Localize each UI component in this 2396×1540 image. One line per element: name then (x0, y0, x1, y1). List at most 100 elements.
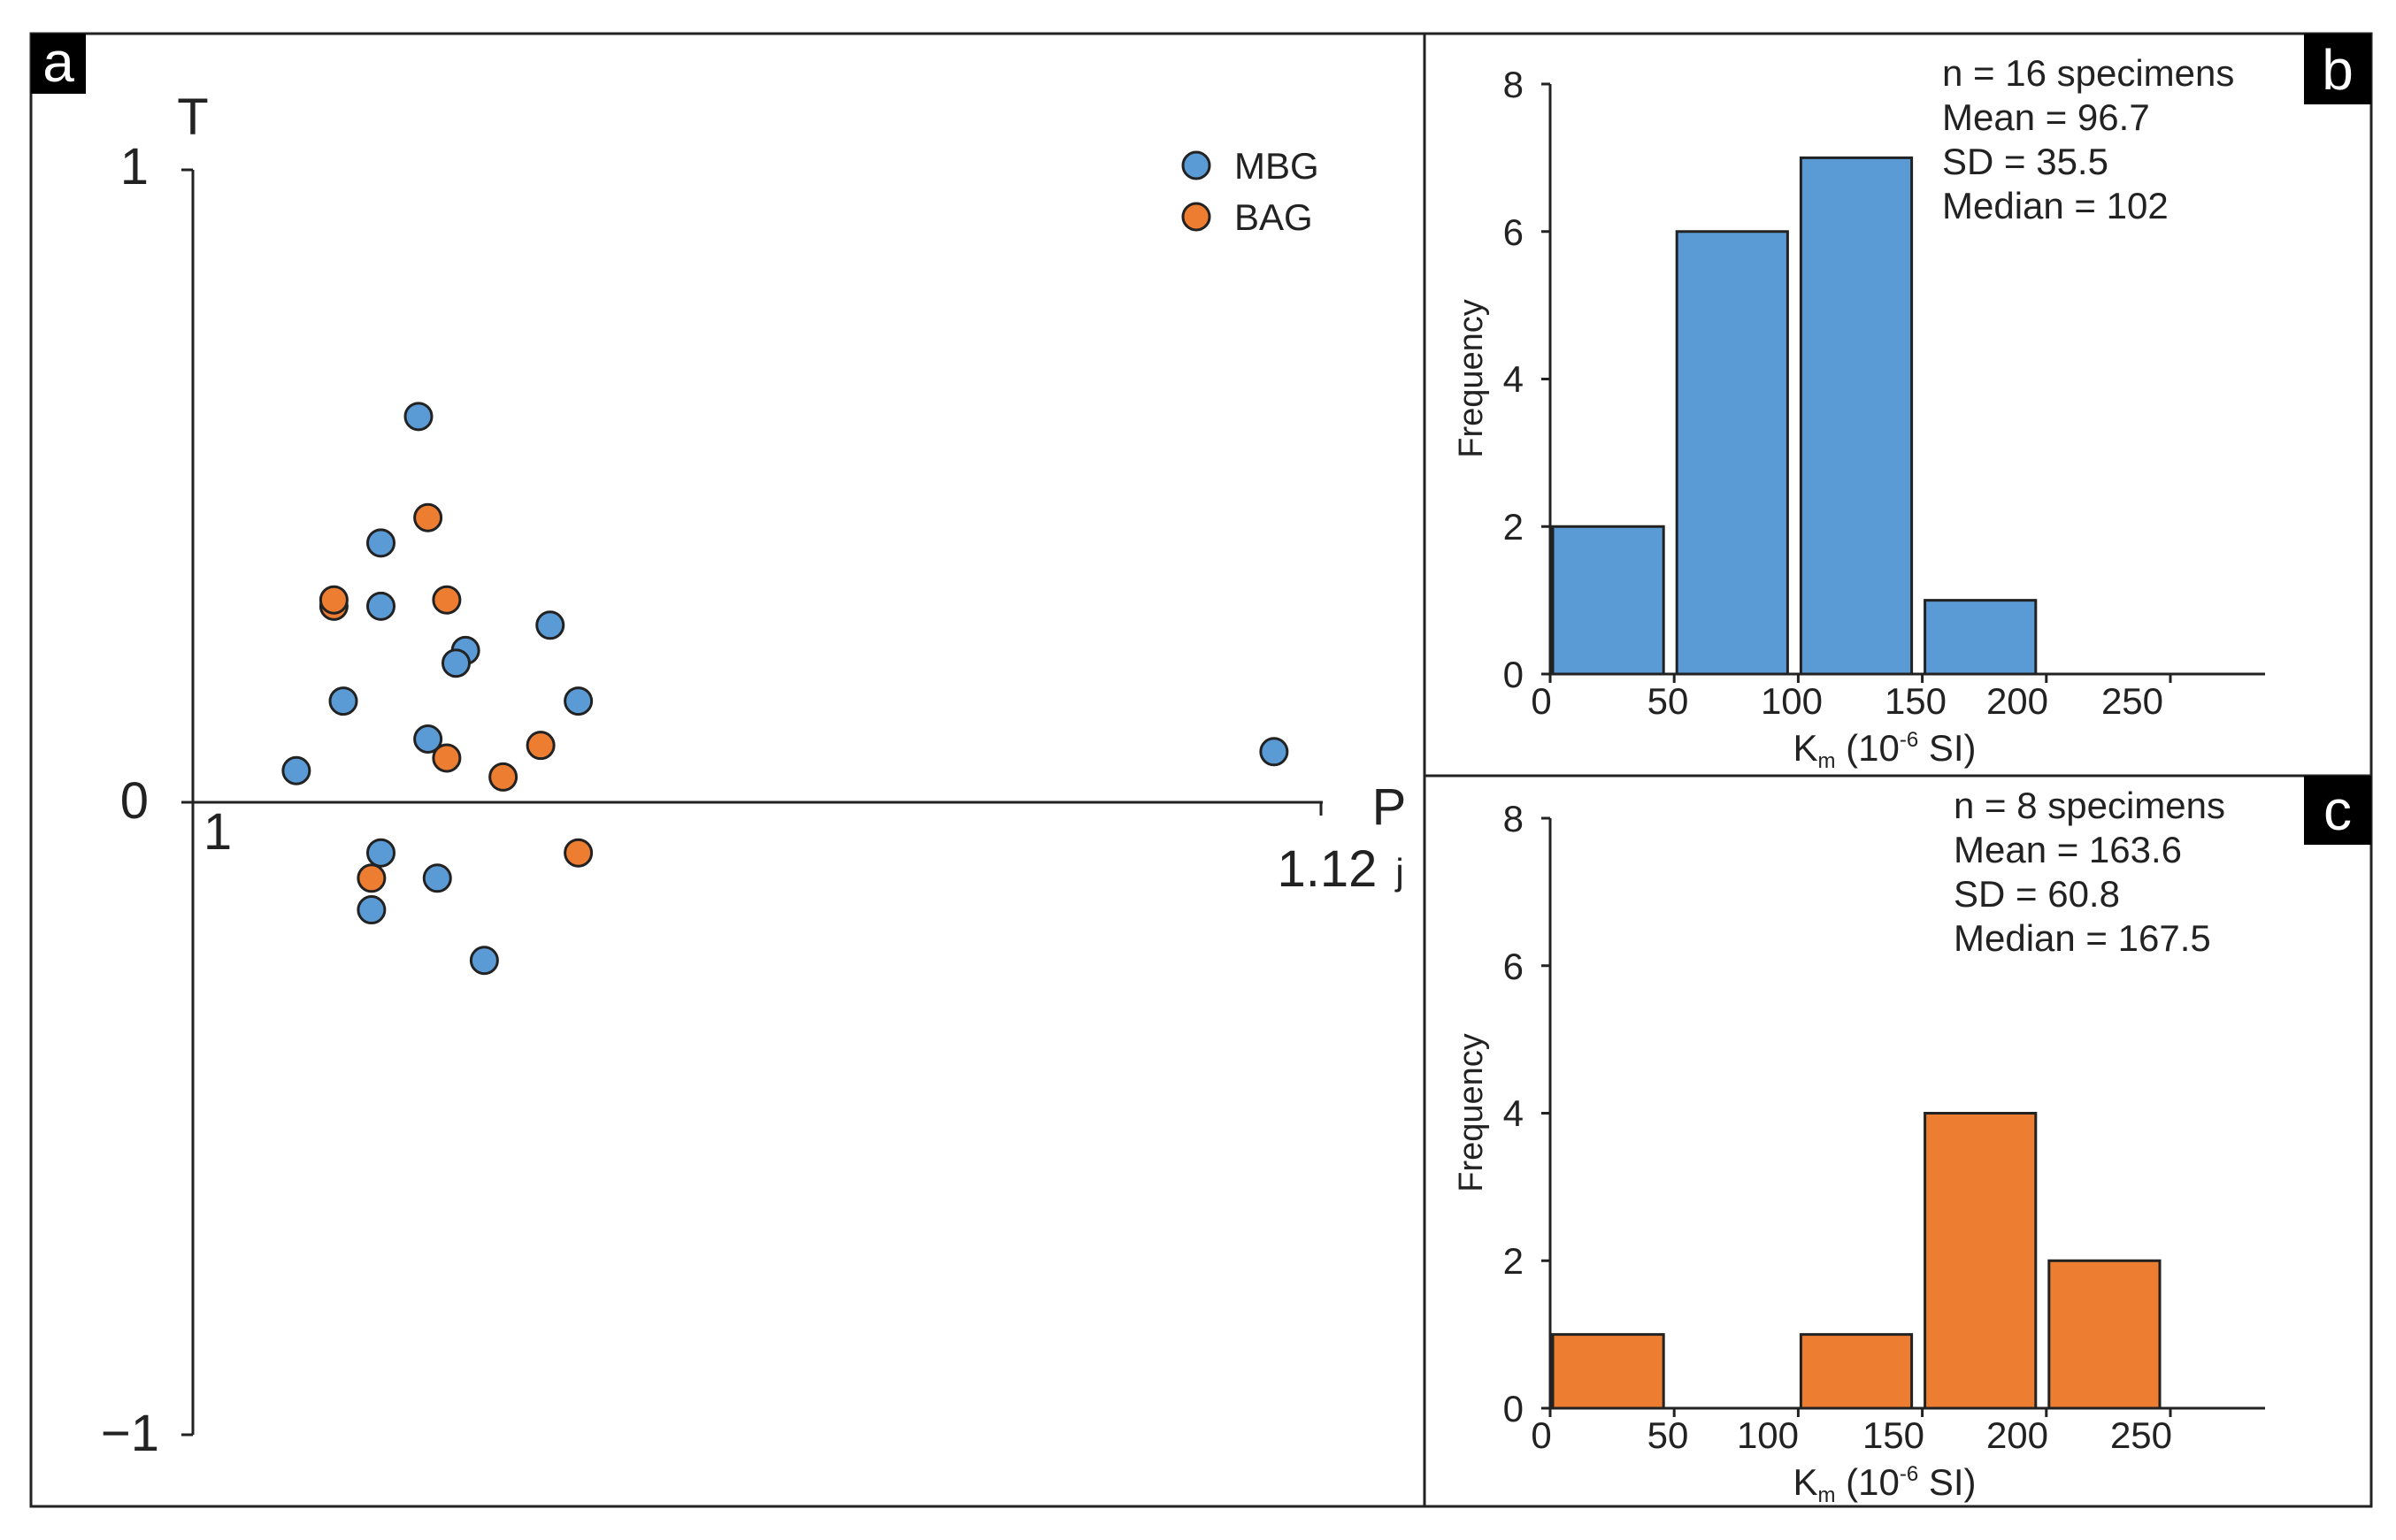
panel-b-stat-median: Median = 102 (1942, 185, 2169, 226)
point-bag-6 (488, 762, 518, 792)
panel-b-xtick-150: 150 (1885, 680, 1947, 722)
point-mbg-7 (357, 895, 387, 925)
panel-c-xtick-100: 100 (1737, 1414, 1799, 1456)
point-mbg-3 (366, 591, 395, 621)
panel-b-bar-100-150 (1799, 156, 1914, 676)
panel-c-stat-n: n = 8 specimens (1954, 785, 2225, 826)
t-tick-label-zero: 0 (120, 772, 149, 830)
panel-b-stat-n: n = 16 specimens (1942, 52, 2234, 94)
panel-c-bar-0-50 (1551, 1333, 1665, 1410)
legend-marker-mbg (1181, 150, 1211, 180)
panel-b-label: b (2322, 38, 2354, 102)
panel-b-x-label-sup: -6 (1900, 728, 1918, 752)
t-tick-label-bottom: −1 (101, 1405, 159, 1462)
panel-c-stat-mean: Mean = 163.6 (1954, 829, 2182, 870)
panel-b-xtick-0: 0 (1531, 680, 1551, 722)
panel-b-label-bg (2304, 34, 2371, 104)
panel-c-ytick-6: 6 (1503, 946, 1524, 987)
pj-tick-label-right: 1.12 (1278, 840, 1378, 898)
pj-axis-label-subscript: j (1394, 851, 1403, 893)
panel-c-ytick-8: 8 (1503, 798, 1524, 839)
legend-label-bag: BAG (1234, 196, 1313, 238)
panel-c-bar-100-150 (1799, 1333, 1914, 1410)
point-mbg-10 (442, 648, 471, 678)
panel-c-xtick-200: 200 (1986, 1414, 2048, 1456)
panel-b-x-label-main: K (1793, 727, 1817, 769)
panel-a: a T 1 0 −1 1 1.12 P j MBG BAG (31, 30, 1406, 1462)
figure-frame (29, 32, 2373, 1508)
panel-a-label: a (42, 30, 74, 94)
point-bag-3 (432, 585, 462, 615)
panel-c-x-label-pre: (10 (1835, 1461, 1899, 1503)
panel-c-stat-median: Median = 167.5 (1954, 917, 2211, 959)
panel-b-xtick-200: 200 (1986, 680, 2048, 722)
panel-c-label-bg (2304, 776, 2371, 845)
panel-b-ytick-8: 8 (1503, 64, 1524, 105)
panel-b-bar-0-50 (1551, 525, 1665, 676)
panel-c-bar-150-200 (1924, 1112, 2038, 1410)
point-mbg-0 (281, 755, 311, 785)
point-bag-8 (564, 838, 594, 868)
panel-c-bar-200-250 (2047, 1259, 2162, 1410)
scatter-points (281, 402, 1289, 976)
panel-c-ticks (1541, 816, 2172, 1417)
panel-b-ytick-6: 6 (1503, 211, 1524, 253)
pj-tick-label-left: 1 (204, 803, 232, 861)
panel-c-x-label: Km (10-6 SI) (1793, 1461, 1976, 1507)
panel-b-ytick-4: 4 (1503, 358, 1524, 400)
panel-b-x-label-sub: m (1817, 749, 1835, 773)
panel-b-x-label-pre: (10 (1835, 727, 1899, 769)
panel-c-x-label-post: SI) (1918, 1461, 1976, 1503)
panel-c-bars (1551, 1112, 2162, 1410)
panel-b-xtick-50: 50 (1647, 680, 1689, 722)
panel-c-xtick-0: 0 (1531, 1414, 1551, 1456)
legend: MBG BAG (1181, 145, 1319, 238)
point-mbg-11 (469, 946, 499, 976)
panel-b-y-label: Frequency (1453, 299, 1490, 458)
point-mbg-2 (366, 528, 395, 558)
point-mbg-14 (1259, 737, 1289, 767)
point-mbg-4 (403, 402, 434, 432)
panel-b-ytick-2: 2 (1503, 506, 1524, 548)
panel-c-xtick-250: 250 (2110, 1414, 2172, 1456)
panel-c-label: c (2323, 778, 2352, 842)
panel-b-x-label: Km (10-6 SI) (1793, 727, 1976, 773)
panel-c-y-label: Frequency (1453, 1033, 1490, 1192)
panel-c-ytick-0: 0 (1503, 1388, 1524, 1429)
point-mbg-12 (535, 610, 565, 640)
panel-b-ytick-0: 0 (1503, 654, 1524, 695)
t-axis-label: T (177, 88, 208, 146)
panel-c-xtick-50: 50 (1647, 1414, 1689, 1456)
panel-b: b 8 6 4 2 0 0 50 100 150 200 250 Frequen… (1453, 34, 2371, 773)
point-mbg-5 (413, 724, 443, 754)
point-bag-5 (357, 863, 387, 893)
panel-b-bar-50-100 (1675, 230, 1789, 676)
point-mbg-13 (564, 686, 594, 716)
point-bag-4 (432, 743, 462, 773)
t-tick-label-top: 1 (120, 138, 149, 195)
panel-b-xtick-100: 100 (1761, 680, 1823, 722)
legend-marker-bag (1181, 202, 1211, 232)
point-bag-1 (319, 585, 349, 615)
panel-b-x-label-post: SI) (1918, 727, 1976, 769)
panel-c-x-label-main: K (1793, 1461, 1817, 1503)
panel-b-bar-150-200 (1924, 599, 2038, 676)
panel-c-x-label-sub: m (1817, 1483, 1835, 1507)
pj-axis-label: P (1372, 778, 1407, 836)
panel-b-bars (1551, 156, 2038, 676)
point-mbg-6 (366, 838, 395, 868)
panel-c-xtick-150: 150 (1862, 1414, 1924, 1456)
panel-b-stat-sd: SD = 35.5 (1942, 141, 2108, 182)
panel-c: c 8 6 4 2 0 0 50 100 150 200 250 Frequen… (1453, 776, 2371, 1507)
panel-b-stat-mean: Mean = 96.7 (1942, 96, 2150, 138)
point-mbg-8 (422, 863, 452, 893)
panel-c-stat-sd: SD = 60.8 (1954, 873, 2120, 915)
panel-b-ticks (1541, 82, 2172, 683)
point-mbg-1 (328, 686, 358, 716)
point-bag-2 (413, 502, 443, 532)
panel-a-label-bg (31, 34, 86, 94)
panel-c-ytick-2: 2 (1503, 1240, 1524, 1282)
point-bag-7 (526, 731, 556, 761)
panel-c-x-label-sup: -6 (1900, 1462, 1918, 1486)
panel-b-xtick-250: 250 (2101, 680, 2163, 722)
